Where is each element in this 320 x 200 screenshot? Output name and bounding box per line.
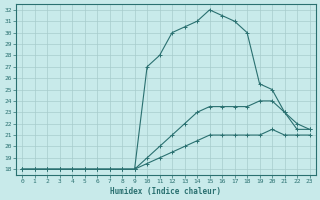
X-axis label: Humidex (Indice chaleur): Humidex (Indice chaleur) — [110, 187, 221, 196]
